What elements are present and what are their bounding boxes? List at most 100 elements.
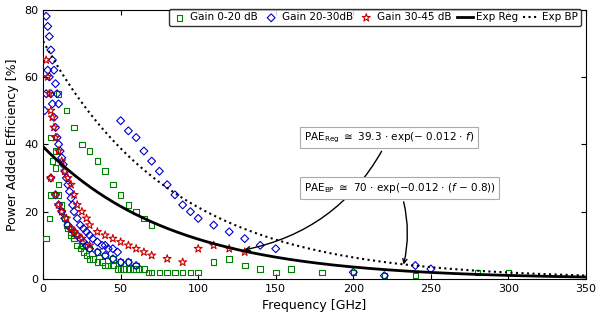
Gain 0-20 dB — [54, 91, 63, 96]
Gain 0-20 dB — [48, 159, 57, 164]
Gain 0-20 dB — [45, 216, 54, 221]
Gain 20-30dB — [48, 58, 57, 63]
Gain 30-45 dB — [66, 182, 76, 187]
Gain 20-30dB — [82, 243, 92, 248]
Gain 20-30dB — [85, 246, 95, 251]
Gain 20-30dB — [57, 209, 67, 214]
Gain 0-20 dB — [51, 149, 60, 154]
Gain 20-30dB — [66, 226, 76, 231]
Exp BP — [40, 39, 47, 43]
Gain 0-20 dB — [225, 256, 234, 261]
Gain 20-30dB — [75, 223, 85, 228]
Gain 20-30dB — [349, 270, 358, 275]
Gain 20-30dB — [49, 115, 59, 120]
Text: PAE$_{\rm BP}$ $\cong$ 70 $\cdot$ exp($-$0.012 $\cdot$ ($f$ $-$ 0.8)): PAE$_{\rm BP}$ $\cong$ 70 $\cdot$ exp($-… — [303, 181, 495, 263]
Gain 20-30dB — [49, 68, 59, 73]
Gain 20-30dB — [271, 246, 281, 251]
Gain 20-30dB — [104, 246, 113, 251]
Gain 0-20 dB — [209, 259, 219, 265]
Gain 30-45 dB — [43, 74, 52, 80]
Gain 0-20 dB — [131, 209, 141, 214]
Exp BP — [303, 246, 311, 250]
Gain 30-45 dB — [51, 192, 60, 197]
Gain 30-45 dB — [60, 169, 70, 174]
Gain 0-20 dB — [147, 223, 157, 228]
Gain 0-20 dB — [349, 270, 358, 275]
Gain 20-30dB — [46, 47, 55, 52]
Gain 20-30dB — [185, 209, 195, 214]
Gain 30-45 dB — [209, 243, 219, 248]
Gain 0-20 dB — [85, 246, 95, 251]
Gain 20-30dB — [68, 202, 78, 207]
Exp Reg — [303, 260, 311, 264]
Gain 20-30dB — [72, 233, 82, 238]
Gain 30-45 dB — [101, 233, 110, 238]
Gain 20-30dB — [82, 229, 92, 234]
Gain 0-20 dB — [42, 236, 51, 241]
Gain 20-30dB — [209, 223, 219, 228]
Gain 30-45 dB — [57, 209, 67, 214]
Gain 0-20 dB — [57, 202, 67, 207]
Gain 30-45 dB — [42, 58, 51, 63]
Gain 20-30dB — [69, 209, 79, 214]
Gain 0-20 dB — [116, 259, 125, 265]
Gain 30-45 dB — [193, 246, 203, 251]
Gain 0-20 dB — [193, 270, 203, 275]
Exp Reg — [289, 258, 296, 262]
Gain 20-30dB — [93, 239, 102, 245]
Gain 0-20 dB — [155, 270, 164, 275]
Gain 0-20 dB — [139, 266, 149, 272]
Gain 0-20 dB — [131, 266, 141, 272]
Gain 0-20 dB — [185, 270, 195, 275]
Gain 30-45 dB — [163, 256, 172, 261]
Gain 0-20 dB — [75, 246, 85, 251]
Gain 30-45 dB — [147, 253, 157, 258]
Gain 0-20 dB — [85, 149, 95, 154]
Gain 20-30dB — [54, 101, 63, 107]
Gain 20-30dB — [108, 256, 118, 261]
Gain 0-20 dB — [504, 270, 514, 275]
Gain 20-30dB — [64, 189, 74, 194]
Gain 0-20 dB — [134, 266, 144, 272]
Gain 20-30dB — [43, 68, 52, 73]
Gain 0-20 dB — [271, 270, 281, 275]
Exp BP — [67, 85, 75, 89]
Gain 30-45 dB — [77, 209, 87, 214]
Gain 20-30dB — [116, 259, 125, 265]
Gain 0-20 dB — [93, 259, 102, 265]
Gain 20-30dB — [101, 253, 110, 258]
Gain 0-20 dB — [61, 108, 71, 113]
Gain 0-20 dB — [178, 270, 187, 275]
Gain 20-30dB — [255, 243, 265, 248]
Gain 0-20 dB — [108, 263, 118, 268]
Gain 0-20 dB — [93, 250, 102, 255]
Gain 20-30dB — [97, 243, 107, 248]
Gain 0-20 dB — [46, 192, 55, 197]
Gain 0-20 dB — [123, 202, 133, 207]
Gain 0-20 dB — [60, 216, 70, 221]
Gain 30-45 dB — [57, 159, 67, 164]
Gain 0-20 dB — [240, 263, 250, 268]
Gain 20-30dB — [379, 273, 389, 278]
Gain 20-30dB — [51, 192, 60, 197]
Gain 30-45 dB — [93, 229, 102, 234]
Gain 0-20 dB — [108, 182, 118, 187]
Gain 20-30dB — [40, 108, 49, 113]
Gain 20-30dB — [85, 233, 95, 238]
Gain 20-30dB — [43, 24, 52, 29]
Exp Reg — [582, 275, 589, 279]
Gain 20-30dB — [54, 202, 63, 207]
Gain 30-45 dB — [72, 202, 82, 207]
Gain 20-30dB — [108, 246, 118, 251]
Gain 20-30dB — [42, 91, 51, 96]
Gain 0-20 dB — [116, 266, 125, 272]
Gain 30-45 dB — [72, 233, 82, 238]
Gain 0-20 dB — [54, 192, 63, 197]
Gain 30-45 dB — [178, 259, 187, 265]
Gain 20-30dB — [131, 263, 141, 268]
Gain 20-30dB — [193, 216, 203, 221]
Gain 0-20 dB — [411, 273, 420, 278]
Gain 0-20 dB — [93, 159, 102, 164]
Gain 30-45 dB — [54, 149, 63, 154]
Gain 0-20 dB — [77, 142, 87, 147]
